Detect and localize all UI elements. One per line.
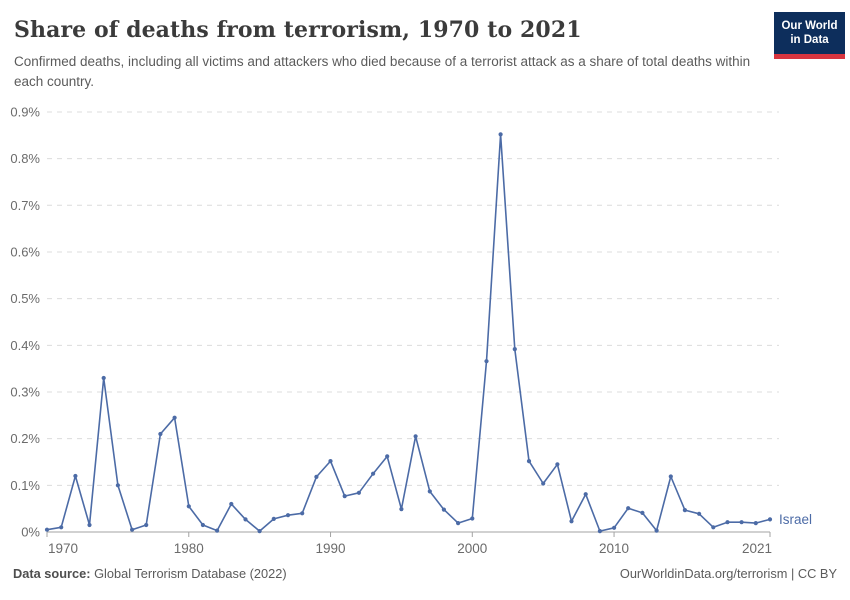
y-tick-label: 0.3% (10, 384, 40, 399)
data-point[interactable] (456, 521, 461, 526)
data-point[interactable] (215, 528, 220, 533)
data-point[interactable] (512, 347, 517, 352)
chart-footer: Data source: Global Terrorism Database (… (0, 566, 850, 581)
x-tick-label: 1990 (316, 541, 346, 556)
data-point[interactable] (767, 517, 773, 522)
data-point[interactable] (498, 132, 503, 137)
data-point[interactable] (158, 431, 163, 437)
data-point[interactable] (328, 459, 333, 464)
x-tick-label: 2021 (742, 541, 772, 556)
data-point[interactable] (711, 525, 716, 530)
data-point[interactable] (569, 519, 574, 524)
y-tick-label: 0% (21, 525, 40, 540)
chart-area[interactable]: 0% 0.1% 0.2% 0.3% 0.4% 0.5% 0.6% 0.7% 0.8% 0.9% 19… (0, 95, 850, 565)
data-point[interactable] (271, 516, 276, 521)
x-tick-label: 1980 (174, 541, 204, 556)
credit-link[interactable]: OurWorldinData.org/terrorism | CC BY (619, 566, 837, 581)
data-point[interactable] (753, 521, 758, 526)
y-tick-label: 0.5% (10, 291, 40, 306)
data-point[interactable] (626, 506, 631, 511)
data-point[interactable] (342, 494, 347, 499)
data-point[interactable] (130, 527, 135, 532)
data-point[interactable] (484, 359, 489, 364)
data-point[interactable] (101, 375, 106, 381)
data-point[interactable] (87, 522, 92, 528)
owid-logo-text-line2: in Data (790, 34, 829, 47)
data-point[interactable] (399, 507, 404, 512)
y-tick-label: 0.8% (10, 151, 40, 166)
y-tick-label: 0.2% (10, 431, 40, 446)
data-point[interactable] (186, 504, 191, 509)
data-point[interactable] (441, 507, 446, 512)
data-source: Data source: Global Terrorism Database (… (13, 566, 287, 581)
page-title: Share of deaths from terrorism, 1970 to … (14, 17, 582, 43)
chart-header: Share of deaths from terrorism, 1970 to … (0, 0, 850, 93)
y-tick-label: 0.6% (10, 244, 40, 259)
y-tick-label: 0.7% (10, 198, 40, 213)
data-point[interactable] (314, 474, 319, 479)
owid-logo-text-line1: Our World (781, 20, 838, 32)
data-point[interactable] (300, 511, 305, 516)
chart-subtitle: Confirmed deaths, including all victims … (14, 54, 751, 90)
data-point[interactable] (541, 481, 546, 486)
data-point[interactable] (470, 516, 475, 521)
data-point[interactable] (725, 520, 730, 525)
data-point[interactable] (59, 525, 64, 530)
data-point[interactable] (697, 511, 702, 516)
data-point[interactable] (427, 489, 432, 494)
data-point[interactable] (257, 529, 262, 534)
data-point[interactable] (612, 525, 617, 530)
x-tick-label: 1970 (48, 541, 78, 556)
data-point[interactable] (413, 434, 418, 439)
data-point[interactable] (73, 473, 78, 479)
data-point[interactable] (739, 520, 744, 525)
y-tick-label: 0.9% (10, 104, 40, 119)
data-point[interactable] (583, 492, 588, 497)
data-point[interactable] (243, 517, 248, 522)
y-tick-label: 0.4% (10, 338, 40, 353)
data-point[interactable] (144, 522, 149, 528)
data-point[interactable] (526, 459, 532, 464)
data-point[interactable] (385, 454, 390, 459)
data-point[interactable] (115, 483, 120, 488)
owid-logo[interactable]: Our World in Data (774, 12, 845, 59)
series-label-israel[interactable]: Israel (779, 512, 813, 527)
x-tick-label: 2010 (599, 541, 629, 556)
data-point[interactable] (200, 522, 205, 528)
data-point[interactable] (597, 529, 603, 534)
data-source-label: Data source: (13, 566, 91, 581)
data-point[interactable] (285, 513, 291, 518)
series-line-israel[interactable] (46, 133, 771, 532)
data-point[interactable] (555, 462, 560, 467)
data-point[interactable] (371, 471, 376, 476)
data-point[interactable] (654, 528, 659, 533)
data-source-text: Global Terrorism Database (2022) (90, 566, 287, 581)
line-chart[interactable]: 0% 0.1% 0.2% 0.3% 0.4% 0.5% 0.6% 0.7% 0.8% 0.9% 19… (0, 95, 850, 565)
y-tick-label: 0.1% (10, 478, 40, 493)
data-point[interactable] (356, 490, 361, 495)
x-tick-label: 2000 (457, 541, 487, 556)
data-point[interactable] (44, 527, 50, 532)
data-point[interactable] (229, 501, 234, 507)
data-point[interactable] (682, 508, 688, 513)
data-point[interactable] (640, 510, 645, 515)
data-point[interactable] (668, 474, 673, 479)
data-point[interactable] (172, 415, 177, 420)
